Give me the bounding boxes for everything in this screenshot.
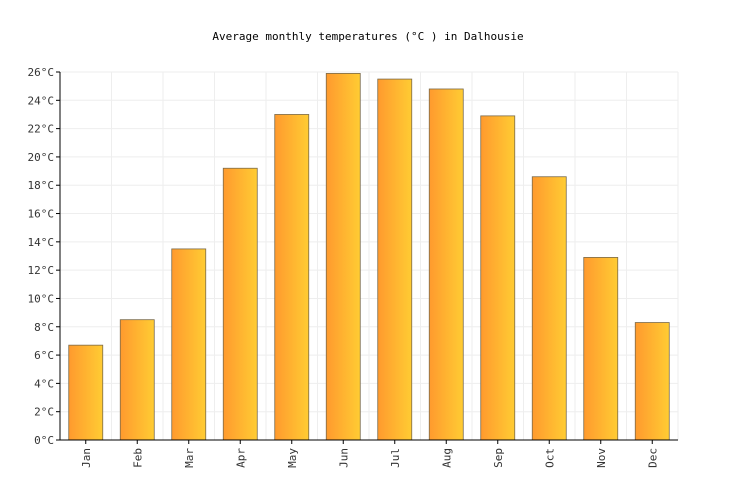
- bar-jul: [377, 78, 413, 441]
- x-tick-label: Sep: [492, 448, 505, 468]
- bar-feb: [119, 319, 155, 441]
- x-tick-label: Jul: [389, 448, 402, 468]
- axes: [56, 71, 678, 444]
- y-tick-label: 22°C: [28, 123, 55, 136]
- y-tick-label: 26°C: [28, 66, 55, 79]
- y-tick-label: 4°C: [34, 377, 54, 390]
- bar-oct: [531, 176, 567, 441]
- y-tick-label: 6°C: [34, 349, 54, 362]
- y-tick-label: 20°C: [28, 151, 55, 164]
- x-tick-label: Dec: [646, 448, 659, 468]
- bars: [68, 73, 670, 441]
- bar-sep: [480, 115, 516, 441]
- y-tick-label: 24°C: [28, 94, 55, 107]
- y-tick-labels: 0°C 2°C 4°C 6°C 8°C 10°C 12°C 14°C 16°C 18°C 20°C 2…: [28, 66, 55, 447]
- bar-aug: [428, 88, 464, 441]
- bar-dec: [634, 322, 670, 441]
- bar-mar: [171, 248, 207, 441]
- x-tick-label: Nov: [595, 448, 608, 468]
- y-tick-label: 16°C: [28, 208, 55, 221]
- x-tick-label: Oct: [543, 448, 556, 468]
- bar-nov: [583, 257, 619, 441]
- chart-title: Average monthly temperatures (°C ) in Da…: [212, 30, 523, 43]
- bar-jun: [325, 73, 361, 441]
- x-tick-label: Feb: [131, 448, 144, 468]
- bar-apr: [222, 167, 258, 441]
- y-tick-label: 10°C: [28, 292, 55, 305]
- x-tick-label: Jun: [337, 448, 350, 468]
- x-tick-labels: Jan Feb Mar Apr May Jun Jul Aug Sep Oct Nov Dec: [80, 448, 660, 468]
- y-tick-label: 8°C: [34, 321, 54, 334]
- bar-may: [274, 114, 310, 441]
- y-tick-label: 14°C: [28, 236, 55, 249]
- y-tick-label: 12°C: [28, 264, 55, 277]
- bar-jan: [68, 344, 104, 441]
- y-tick-label: 18°C: [28, 179, 55, 192]
- x-tick-label: Jan: [80, 448, 93, 468]
- x-tick-label: May: [286, 448, 299, 468]
- x-tick-label: Apr: [234, 448, 247, 468]
- grid-lines: [60, 71, 679, 440]
- y-tick-label: 0°C: [34, 434, 54, 447]
- x-tick-label: Mar: [183, 448, 196, 468]
- y-tick-label: 2°C: [34, 406, 54, 419]
- x-tick-label: Aug: [440, 448, 453, 468]
